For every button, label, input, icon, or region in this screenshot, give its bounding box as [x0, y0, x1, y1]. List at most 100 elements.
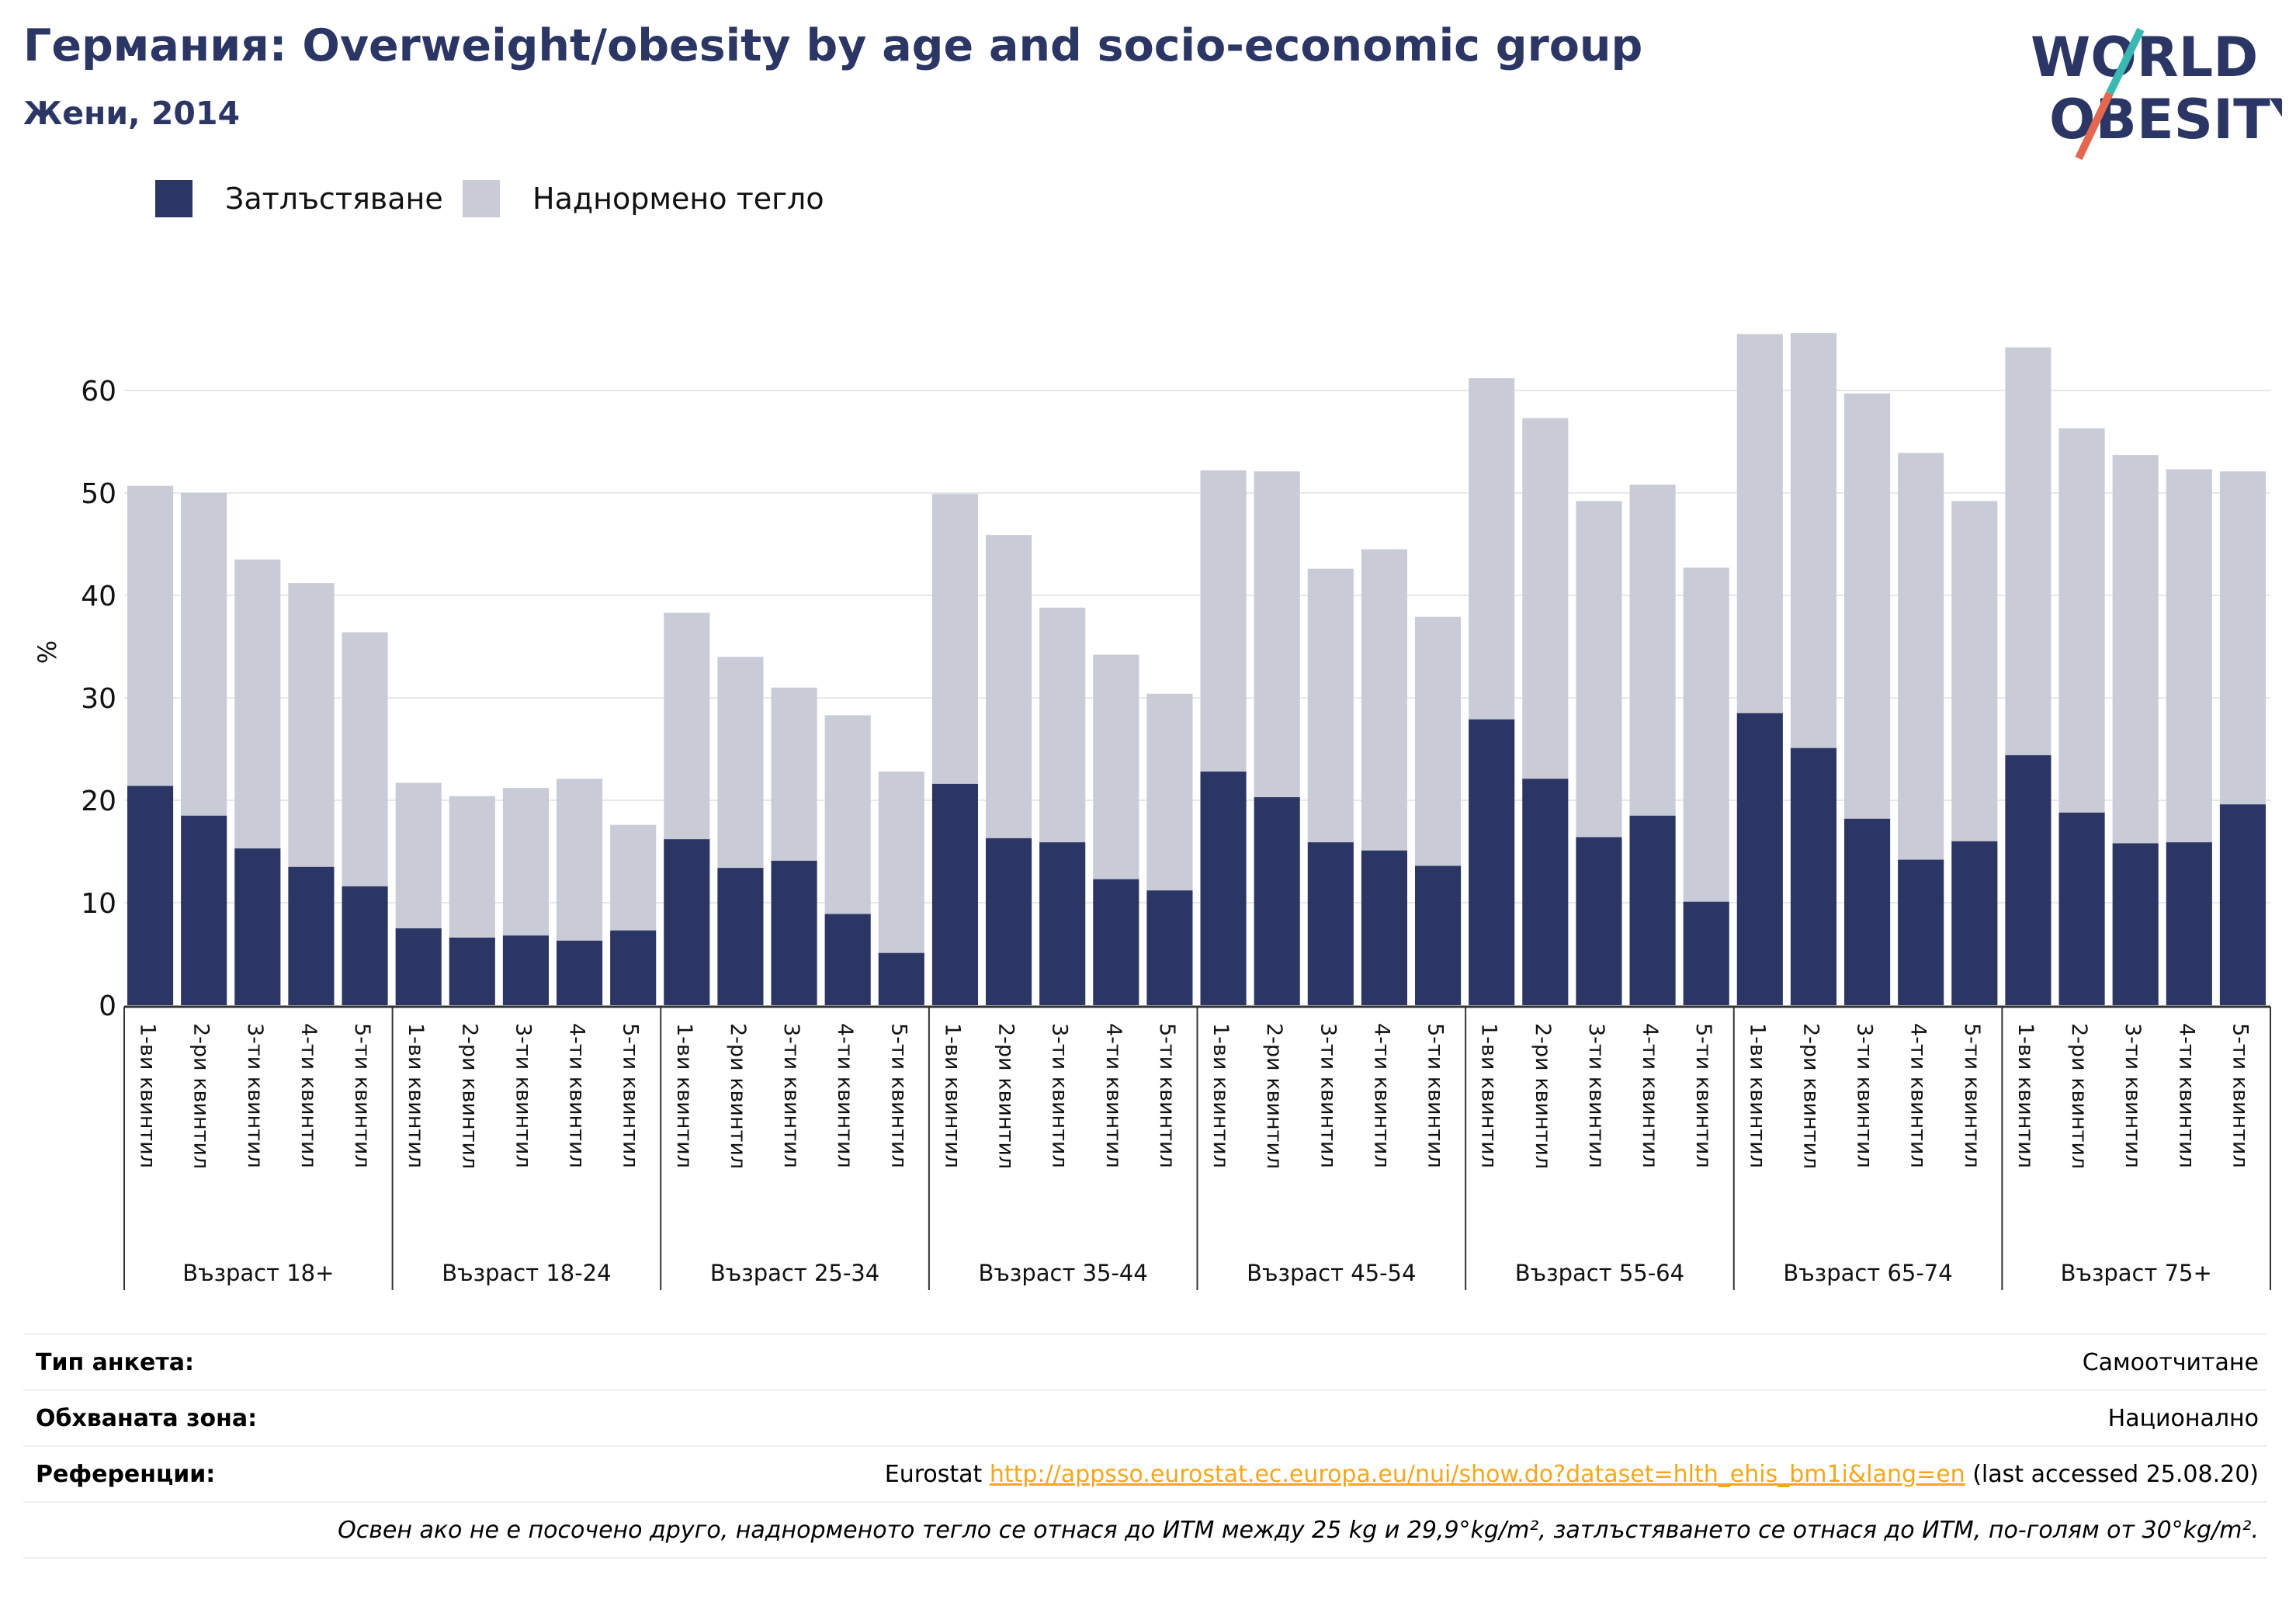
x-category-label: 2-ри квинтил [457, 1023, 481, 1169]
bar-overweight [878, 772, 924, 953]
x-group-label: Възраст 35-44 [979, 1260, 1148, 1286]
bar-obesity [1415, 865, 1462, 1005]
y-tick-label: 40 [81, 581, 116, 612]
bar-overweight [931, 494, 978, 784]
bar-obesity [395, 928, 442, 1005]
x-category-label: 5-ти квинтил [350, 1023, 374, 1168]
y-tick-label: 20 [81, 786, 116, 817]
logo-word-world: WORLD [2031, 26, 2258, 89]
info-row-note: Освен ако не е посочено друго, наднормен… [23, 1501, 2267, 1559]
bar-obesity [1736, 713, 1783, 1005]
info-row-survey-type: Тип анкета: Самоотчитане [23, 1334, 2267, 1389]
x-category-label: 5-ти квинтил [1424, 1023, 1448, 1168]
x-category-label: 4-ти квинтил [1369, 1023, 1393, 1168]
bar-obesity [2058, 812, 2105, 1005]
bar-overweight [1898, 453, 1944, 860]
x-category-label: 5-ти квинтил [1960, 1023, 1984, 1168]
x-category-label: 4-ти квинтил [1906, 1023, 1930, 1168]
x-category-label: 1-ви квинтил [1209, 1023, 1233, 1168]
x-category-label: 4-ти квинтил [833, 1023, 857, 1168]
y-tick-label: 0 [99, 990, 116, 1022]
bar-overweight [2166, 469, 2212, 843]
x-category-label: 1-ви квинтил [940, 1023, 964, 1168]
bar-obesity [771, 860, 817, 1005]
bar-obesity [1093, 879, 1139, 1005]
bar-overweight [1790, 333, 1836, 748]
x-category-label: 3-ти квинтил [1584, 1023, 1608, 1168]
bar-obesity [1361, 850, 1407, 1005]
bar-overweight [2112, 455, 2159, 844]
x-category-label: 3-ти квинтил [243, 1023, 267, 1168]
x-category-label: 3-ти квинтил [511, 1023, 535, 1168]
bar-obesity [664, 839, 710, 1005]
bar-obesity [1683, 901, 1729, 1005]
bar-overweight [127, 485, 174, 786]
bar-overweight [234, 559, 281, 849]
bar-overweight [557, 779, 603, 941]
bar-obesity [2112, 843, 2159, 1005]
x-group-label: Възраст 18+ [182, 1260, 334, 1286]
x-category-label: 5-ти квинтил [886, 1023, 910, 1168]
bar-obesity [1576, 837, 1622, 1005]
x-category-label: 4-ти квинтил [565, 1023, 589, 1168]
bar-obesity [449, 937, 495, 1005]
x-category-label: 4-ти квинтил [1638, 1023, 1662, 1168]
bar-overweight [610, 824, 657, 931]
bar-obesity [342, 886, 388, 1005]
bar-overweight [986, 535, 1032, 838]
bar-overweight [1093, 654, 1139, 879]
bar-overweight [449, 796, 495, 938]
y-axis-label: % [33, 640, 62, 664]
bar-obesity [288, 866, 335, 1005]
logo-slash-teal [2106, 27, 2145, 95]
x-category-label: 2-ри квинтил [1262, 1023, 1286, 1169]
x-group-label: Възраст 75+ [2061, 1260, 2212, 1286]
x-group-label: Възраст 45-54 [1247, 1260, 1416, 1286]
bar-chart: 0 10 20 30 40 50 60% 1-ви квинтил 2-ри квинтил 3-… [33, 333, 2271, 1290]
definition-note: Освен ако не е посочено друго, наднормен… [338, 1517, 2259, 1544]
bar-obesity [1629, 815, 1676, 1005]
chart-title: Германия: Overweight/obesity by age and … [23, 20, 1643, 71]
bar-obesity [2166, 842, 2212, 1005]
info-row-coverage: Обхваната зона: Национално [23, 1389, 2267, 1445]
chart-subtitle: Жени, 2014 [23, 95, 241, 132]
x-category-label: 2-ри квинтил [189, 1023, 213, 1169]
bar-overweight [2058, 428, 2105, 813]
legend-label-obesity: Затлъстяване [225, 182, 443, 216]
x-category-label: 5-ти квинтил [619, 1023, 643, 1168]
legend-swatch-obesity [155, 180, 192, 217]
x-category-label: 3-ти квинтил [1316, 1023, 1340, 1168]
x-category-label: 5-ти квинтил [1155, 1023, 1179, 1168]
bar-obesity [1844, 818, 1891, 1005]
reference-source: Eurostat [884, 1461, 983, 1488]
bar-overweight [1522, 418, 1569, 779]
bar-overweight [717, 657, 764, 869]
x-category-label: 2-ри квинтил [2067, 1023, 2091, 1169]
bar-obesity [1898, 859, 1944, 1005]
y-tick-label: 10 [81, 888, 116, 920]
bar-obesity [1146, 890, 1193, 1005]
x-category-label: 3-ти квинтил [779, 1023, 803, 1168]
bar-overweight [771, 687, 817, 861]
bar-overweight [181, 493, 227, 816]
bar-overweight [1844, 393, 1891, 819]
x-category-label: 3-ти квинтил [2121, 1023, 2145, 1168]
bar-overweight [395, 782, 442, 928]
y-tick-label: 60 [81, 376, 116, 408]
x-category-label: 2-ри квинтил [726, 1023, 750, 1169]
bar-overweight [824, 715, 871, 914]
bar-obesity [502, 935, 549, 1005]
survey-type-label: Тип анкета: [36, 1349, 194, 1376]
x-category-label: 1-ви квинтил [672, 1023, 696, 1168]
bar-obesity [986, 838, 1032, 1005]
bar-overweight [288, 583, 335, 867]
bar-overweight [664, 612, 710, 840]
bar-overweight [1307, 568, 1354, 843]
reference-link[interactable]: http://appsso.eurostat.ec.europa.eu/nui/… [989, 1461, 1965, 1488]
x-category-label: 5-ти квинтил [1691, 1023, 1715, 1168]
bar-overweight [1039, 607, 1086, 843]
bar-overweight [1576, 501, 1622, 838]
bar-overweight [1146, 693, 1193, 891]
bar-obesity [557, 940, 603, 1005]
x-category-label: 3-ти квинтил [1853, 1023, 1877, 1168]
